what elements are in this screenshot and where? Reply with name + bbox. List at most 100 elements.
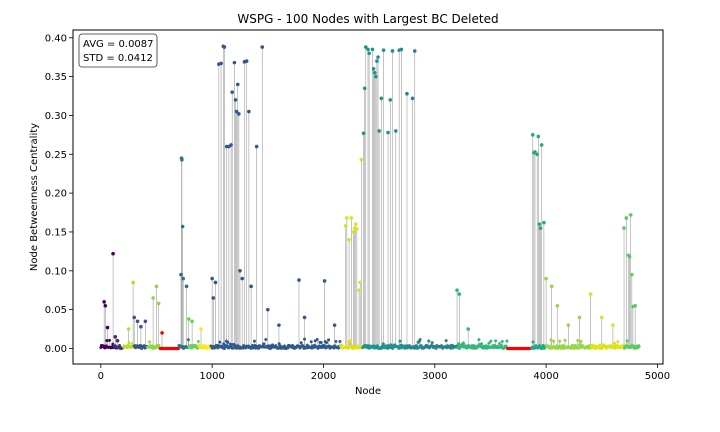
data-point [229,143,233,147]
data-point [190,319,194,324]
data-point [371,67,376,71]
data-point [111,251,115,256]
baseline-point [349,340,353,344]
data-point [266,307,270,312]
data-point [297,278,301,282]
baseline-point [417,346,421,350]
baseline-point [465,346,469,350]
data-point [156,301,161,306]
data-point [213,280,218,285]
x-axis-ticks: 0 1000 2000 3000 4000 5000 [98,364,670,382]
baseline-point [309,340,313,344]
data-point [376,55,380,59]
data-point [386,130,390,135]
data-point [455,288,459,293]
baseline-point [576,346,580,350]
data-point [238,268,242,273]
data-point [186,317,191,321]
baseline-point [579,340,583,344]
data-point [359,157,364,162]
data-point [235,82,240,87]
data-point [599,315,604,320]
data-point [357,288,361,293]
baseline-point [186,338,190,342]
baseline-point [616,340,620,344]
data-point [362,86,367,91]
baseline-point [301,344,305,348]
baseline-point [105,339,109,343]
data-point [237,112,241,116]
data-point [179,272,183,277]
baseline-point [458,346,462,350]
data-point [254,144,259,149]
data-point [542,220,546,225]
data-point [160,331,164,335]
data-point [530,133,535,137]
baseline-point [570,346,574,350]
y-tick-label: 0.10 [45,266,67,277]
baseline-point [283,344,287,348]
baseline-point [327,338,331,342]
data-point [131,280,135,285]
data-point [302,315,307,320]
baseline-point [303,337,307,341]
data-point [466,327,470,331]
data-point [373,74,378,79]
baseline-point [625,339,629,343]
data-point [143,319,148,324]
y-tick-label: 0.05 [45,305,67,316]
data-point [624,216,629,220]
data-point [577,315,582,320]
data-point [588,292,593,296]
baseline-point [226,340,230,344]
data-point [405,91,409,96]
data-point [457,292,462,296]
x-tick-label: 5000 [645,371,670,382]
data-point [233,98,238,102]
data-point [366,47,370,52]
baseline-point [262,342,266,346]
data-point [363,45,368,49]
baseline-point [430,341,434,345]
data-point [103,303,108,308]
data-point [249,284,253,289]
data-point [410,96,415,101]
baseline-point [325,341,329,345]
data-point [211,296,216,300]
baseline-point [418,338,422,342]
baseline-point [598,343,602,347]
data-point [105,325,110,330]
baseline-point [563,338,567,342]
data-point [230,90,234,94]
data-point [351,230,356,234]
data-point [277,323,281,327]
data-point [358,280,363,285]
x-axis-label: Node [355,386,381,397]
baseline-point [231,346,235,350]
data-point [113,335,118,339]
data-point [628,213,633,217]
avg-text: AVG = 0.0087 [83,39,154,50]
data-point [535,152,540,157]
data-point [332,323,337,327]
data-point [381,48,386,52]
baseline-point [576,339,580,343]
baseline-point [127,341,131,345]
x-tick-label: 3000 [422,371,447,382]
baseline-point [500,343,504,347]
data-point [322,279,327,283]
baseline-point [108,338,112,342]
data-point [115,338,120,343]
y-tick-label: 0.25 [45,150,67,161]
y-tick-label: 0.20 [45,189,67,200]
baseline-point [505,339,509,343]
data-point [533,150,537,154]
baseline-point [558,339,562,343]
data-point [611,323,615,327]
baseline-point [462,341,466,345]
data-point [151,296,155,300]
data-point [244,59,249,63]
baseline-point [578,343,582,347]
baseline-point [549,338,553,342]
